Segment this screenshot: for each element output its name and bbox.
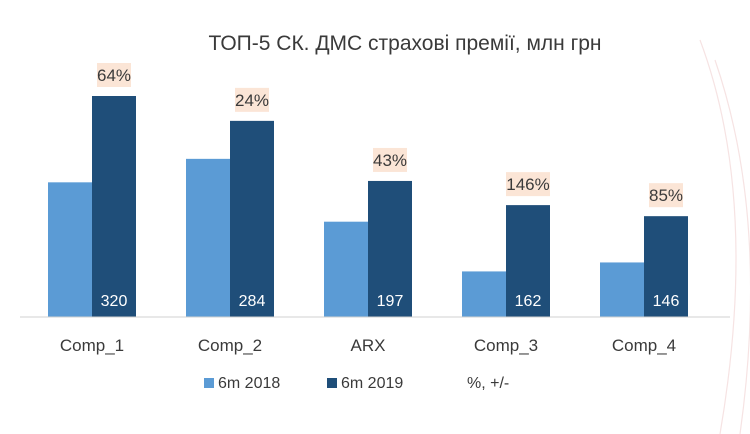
bar-6m-2019-comp-4 (644, 216, 688, 317)
change-label-arx: 43% (373, 151, 407, 170)
labels-layer: 320 64% 284 24% 197 43% 162 146% 146 85% (97, 63, 683, 310)
decorative-arc (699, 39, 737, 434)
change-label-comp-3: 146% (506, 175, 549, 194)
category-label-comp-4: Comp_4 (612, 336, 676, 355)
change-label-background-comp-3 (506, 172, 550, 197)
change-label-background-comp-4 (649, 183, 683, 208)
change-label-background-arx (373, 147, 407, 172)
change-label-comp-4: 85% (649, 186, 683, 205)
decorative-arcs (699, 39, 750, 434)
legend: 6m 2018 6m 2019 %, +/- (204, 375, 509, 392)
change-label-background-comp-2 (235, 87, 269, 112)
change-label-comp-1: 64% (97, 66, 131, 85)
legend-label-6m-2018: 6m 2018 (218, 375, 280, 392)
category-axis: Comp_1 Comp_2 ARX Comp_3 Comp_4 (60, 336, 676, 355)
category-label-arx: ARX (351, 336, 386, 355)
bar-6m-2019-comp-3 (506, 205, 550, 317)
bar-6m-2019-arx (368, 180, 412, 317)
bar-6m-2019-comp-1 (92, 96, 136, 317)
chart-title: ТОП-5 СК. ДМС страхові премії, млн грн (208, 32, 601, 55)
category-label-comp-2: Comp_2 (198, 336, 262, 355)
legend-swatch-6m-2018 (204, 378, 214, 388)
data-label-6m-2019-comp-4: 146 (653, 293, 680, 310)
decorative-arc (714, 59, 750, 434)
category-label-comp-3: Comp_3 (474, 336, 538, 355)
change-label-comp-2: 24% (235, 91, 269, 110)
bar-6m-2018-comp-2 (186, 158, 230, 317)
bar-6m-2019-comp-2 (230, 120, 274, 317)
bar-6m-2018-comp-1 (48, 182, 92, 317)
data-label-6m-2019-comp-3: 162 (515, 293, 542, 310)
data-label-6m-2019-comp-2: 284 (239, 293, 266, 310)
bar-6m-2018-arx (324, 221, 368, 317)
legend-label-change: %, +/- (467, 375, 509, 392)
legend-label-6m-2019: 6m 2019 (341, 375, 403, 392)
data-label-6m-2019-comp-1: 320 (101, 293, 128, 310)
category-label-comp-1: Comp_1 (60, 336, 124, 355)
change-label-background-comp-1 (97, 63, 131, 87)
bar-6m-2018-comp-3 (462, 271, 506, 317)
bars-layer (48, 96, 688, 317)
legend-swatch-6m-2019 (327, 378, 337, 388)
data-label-6m-2019-arx: 197 (377, 293, 404, 310)
bar-6m-2018-comp-4 (600, 262, 644, 317)
